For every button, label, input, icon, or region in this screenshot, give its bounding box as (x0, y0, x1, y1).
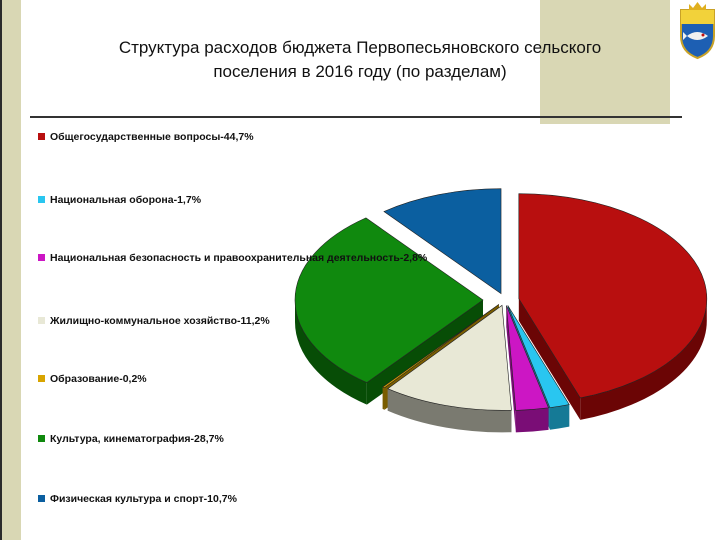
legend-label: Национальная оборона-1,7% (50, 194, 202, 206)
legend-item: Национальная оборона-1,7% (38, 194, 478, 207)
legend-swatch (38, 196, 45, 203)
legend-label: Общегосударственные вопросы-44,7% (50, 131, 254, 143)
legend-item: Жилищно-коммунальное хозяйство-11,2% (38, 315, 478, 328)
pie-slice-wall (506, 305, 516, 433)
legend-swatch (38, 133, 45, 140)
pie-slice (507, 305, 570, 409)
legend-label: Культура, кинематография-28,7% (50, 433, 224, 445)
legend-item: Культура, кинематография-28,7% (38, 433, 478, 446)
left-decor-line (0, 0, 2, 540)
top-decor-box (540, 0, 670, 124)
pie-slice (518, 193, 708, 399)
chart-title: Структура расходов бюджета Первопесьянов… (118, 38, 602, 81)
pie-slice (383, 188, 502, 295)
pie-slice-wall (518, 298, 581, 420)
legend-label: Национальная безопасность и правоохранит… (50, 252, 428, 264)
legend-label: Образование-0,2% (50, 373, 147, 385)
legend-swatch (38, 317, 45, 324)
legend-swatch (38, 435, 45, 442)
pie-slice-side (580, 298, 707, 420)
legend-item: Национальная безопасность и правоохранит… (38, 252, 478, 265)
legend-swatch (38, 375, 45, 382)
pie-slice-side (515, 407, 549, 433)
pie-slice (387, 304, 512, 411)
title-divider (30, 116, 682, 118)
coat-of-arms-icon (680, 2, 715, 60)
legend-label: Физическая культура и спорт-10,7% (50, 493, 237, 505)
pie-slice (506, 305, 549, 411)
legend-swatch (38, 254, 45, 261)
pie-slice (382, 304, 500, 389)
pie-slice (294, 217, 484, 383)
pie-slice-side (295, 300, 367, 405)
legend-item: Общегосударственные вопросы-44,7% (38, 131, 478, 144)
legend-item: Физическая культура и спорт-10,7% (38, 493, 478, 506)
legend-swatch (38, 495, 45, 502)
left-decor-strip (0, 0, 21, 540)
legend-item: Образование-0,2% (38, 373, 478, 386)
legend-label: Жилищно-коммунальное хозяйство-11,2% (50, 315, 270, 327)
